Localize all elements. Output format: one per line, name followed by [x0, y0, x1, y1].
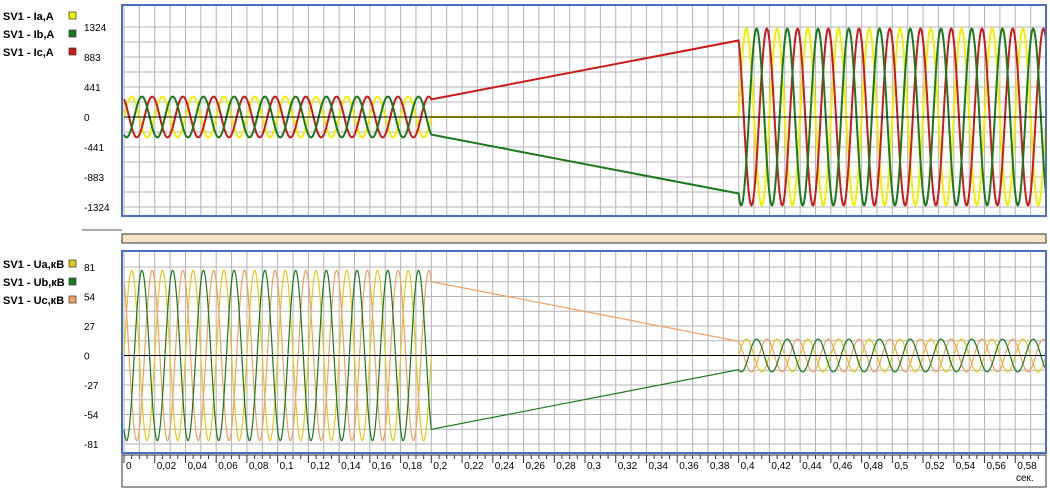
legend: SV1 - Ua,кВ SV1 - Ub,кВ SV1 - Uc,кВ [3, 259, 77, 307]
series-line-2 [123, 269, 1047, 442]
legend-swatch [68, 277, 77, 286]
y-tick-label: 441 [84, 83, 101, 94]
y-tick-label: 0 [84, 352, 90, 363]
x-tick-label: 0,46 [833, 461, 853, 472]
x-tick-label: 0 [126, 461, 132, 472]
x-tick-label: 0,04 [187, 461, 207, 472]
x-tick-label: 0,32 [618, 461, 638, 472]
legend-item: SV1 - Ic,A [3, 47, 77, 59]
x-tick-label: 0,56 [987, 461, 1007, 472]
plot-frame [121, 250, 1047, 454]
legend-item: SV1 - Ua,кВ [3, 259, 77, 271]
x-axis: 0 0,02 0,04 0,06 0,08 0,1 0,12 0,14 0,16 0,18 0,2 0… [121, 454, 1047, 488]
legend-item: SV1 - Ib,A [3, 29, 77, 41]
x-axis-unit: сек. [1016, 473, 1034, 484]
legend-label: SV1 - Ua,кВ [3, 259, 64, 271]
x-tick-label: 0,42 [771, 461, 791, 472]
legend-swatch [68, 47, 77, 56]
x-tick-label: 0,36 [679, 461, 699, 472]
legend-item: SV1 - Ub,кВ [3, 277, 77, 289]
x-tick-label: 0,4 [741, 461, 755, 472]
series-line-3 [123, 27, 1047, 207]
y-tick-label: -54 [84, 411, 99, 422]
legend-swatch [68, 29, 77, 38]
x-tick-label: 0,52 [925, 461, 945, 472]
y-tick-label: -883 [84, 173, 104, 184]
x-tick-label: 0,24 [495, 461, 515, 472]
x-tick-label: 0,2 [433, 461, 447, 472]
panel-splitter[interactable] [121, 233, 1047, 244]
legend-swatch [68, 295, 77, 304]
legend-label: SV1 - Uc,кВ [3, 295, 64, 307]
x-tick-label: 0,12 [310, 461, 330, 472]
y-tick-label: 81 [84, 263, 96, 274]
x-tick-label: 0,14 [341, 461, 361, 472]
y-tick-label: 27 [84, 322, 96, 333]
x-tick-label: 0,22 [464, 461, 484, 472]
x-tick-label: 0,58 [1017, 461, 1037, 472]
y-tick-label: -81 [84, 440, 99, 451]
x-tick-label: 0,26 [526, 461, 546, 472]
y-tick-labels: 81 54 27 0 -27 -54 -81 [84, 263, 99, 451]
y-tick-labels: 1324 883 441 0 -441 -883 -1324 [84, 23, 110, 214]
x-tick-label: 0,5 [894, 461, 908, 472]
y-tick-label: 883 [84, 53, 101, 64]
x-tick-label: 0,54 [956, 461, 976, 472]
y-tick-label: 54 [84, 293, 96, 304]
x-tick-label: 0,3 [587, 461, 601, 472]
y-tick-label: -27 [84, 381, 99, 392]
legend-label: SV1 - Ub,кВ [3, 277, 65, 289]
legend-swatch [68, 259, 77, 268]
x-tick-label: 0,1 [280, 461, 294, 472]
x-tick-label: 0,34 [648, 461, 668, 472]
plot-frame [121, 4, 1047, 217]
legend-label: SV1 - Ib,A [3, 29, 54, 41]
legend-item: SV1 - Uc,кВ [3, 295, 77, 307]
x-tick-label: 0,28 [556, 461, 576, 472]
x-tick-label: 0,48 [864, 461, 884, 472]
y-tick-label: 1324 [84, 23, 107, 34]
grid-horizontal [124, 26, 1046, 208]
x-tick-label: 0,02 [157, 461, 177, 472]
legend: SV1 - Ia,A SV1 - Ib,A SV1 - Ic,A [3, 11, 77, 59]
x-tick-label: 0,44 [802, 461, 822, 472]
y-tick-label: -1324 [84, 203, 110, 214]
legend-label: SV1 - Ic,A [3, 47, 54, 59]
legend-item: SV1 - Ia,A [3, 11, 77, 23]
legend-swatch [68, 11, 77, 20]
x-tick-label: 0,08 [249, 461, 269, 472]
x-tick-label: 0,18 [403, 461, 423, 472]
legend-label: SV1 - Ia,A [3, 11, 54, 23]
x-tick-label: 0,16 [372, 461, 392, 472]
y-tick-label: -441 [84, 143, 104, 154]
x-tick-label: 0,06 [218, 461, 238, 472]
x-tick-label: 0,38 [710, 461, 730, 472]
y-tick-label: 0 [84, 113, 90, 124]
